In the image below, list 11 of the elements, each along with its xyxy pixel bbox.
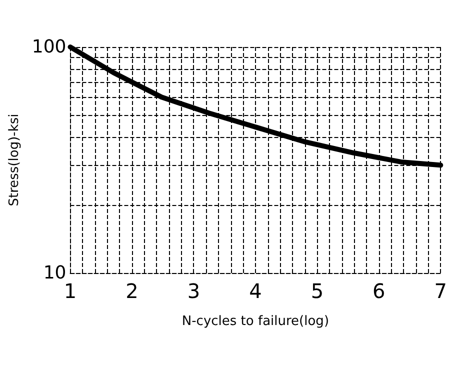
x-tick-label: 2: [126, 279, 138, 303]
x-tick-label: 3: [187, 279, 200, 303]
x-tick-label: 5: [310, 279, 324, 303]
x-tick-label: 7: [434, 279, 448, 303]
x-tick-label: 6: [372, 279, 386, 303]
y-tick-label: 10: [43, 262, 66, 284]
x-tick-label: 1: [64, 279, 77, 303]
y-axis-title: Stress(log)-ksi: [7, 114, 22, 206]
y-tick-label: 100: [32, 36, 66, 58]
x-axis-title: N-cycles to failure(log): [182, 314, 330, 329]
x-tick-label: 4: [249, 279, 262, 303]
